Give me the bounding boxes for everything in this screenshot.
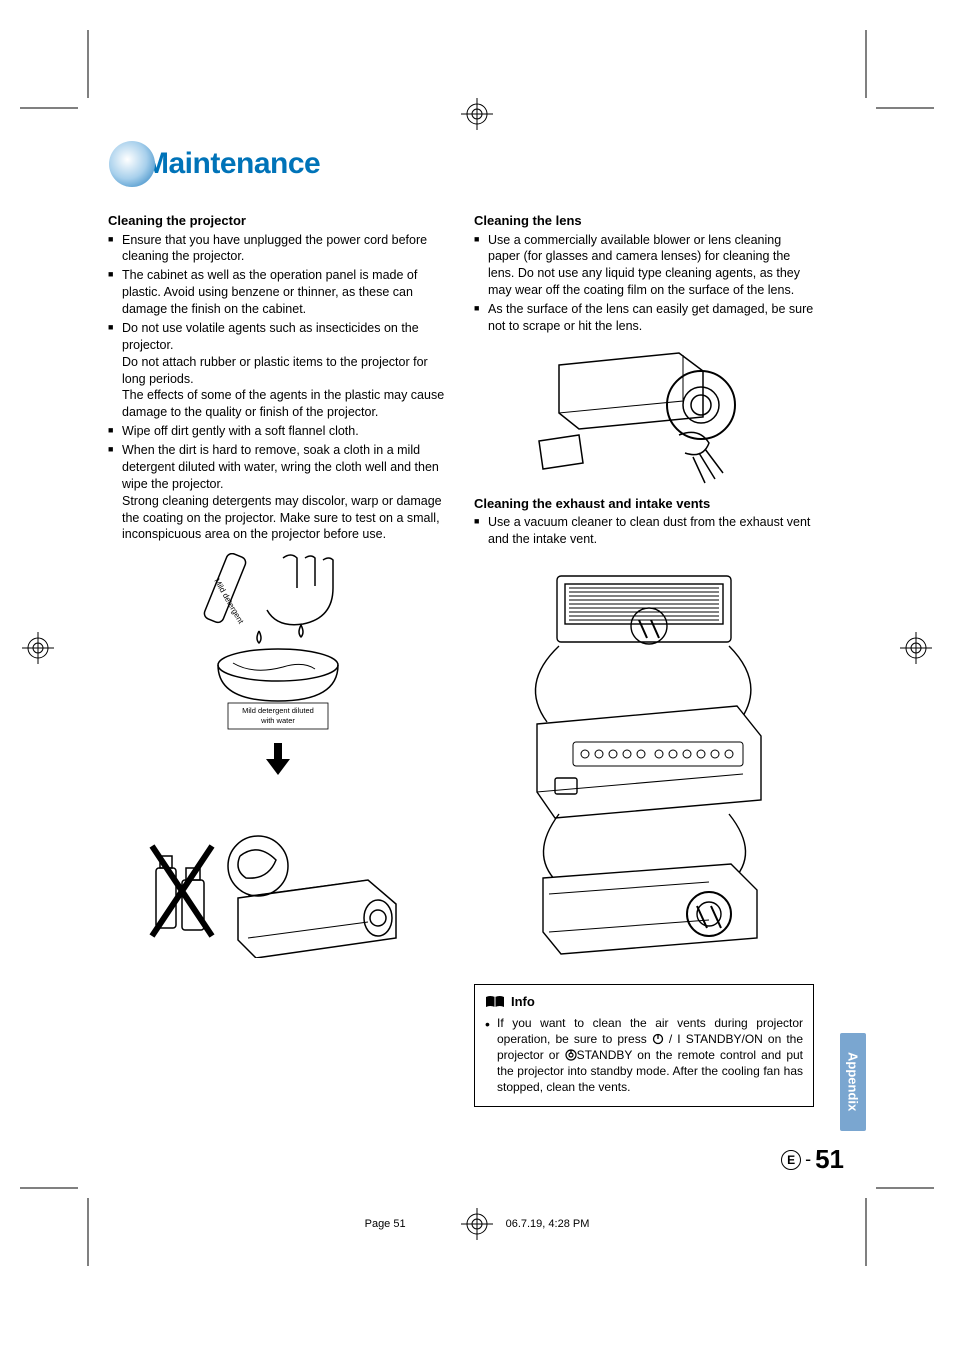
- bullet: The cabinet as well as the operation pan…: [108, 267, 448, 318]
- figure-nosolvent: [108, 798, 448, 958]
- bullet-sub: Do not attach rubber or plastic items to…: [122, 354, 448, 388]
- book-icon: [485, 995, 505, 1009]
- page-number: E - 51: [781, 1144, 844, 1175]
- figure-detergent: Mild detergent Mild detergent diluted wi…: [108, 553, 448, 733]
- info-box: Info If you want to clean the air vents …: [474, 984, 814, 1106]
- info-label: Info: [511, 993, 535, 1011]
- heading-projector: Cleaning the projector: [108, 212, 448, 230]
- standby-icon: [565, 1049, 577, 1061]
- bullet-text: When the dirt is hard to remove, soak a …: [122, 443, 439, 491]
- figure-caption: Mild detergent diluted: [242, 706, 314, 715]
- page-letter: E: [781, 1150, 801, 1170]
- label-tube: Mild detergent: [212, 577, 246, 626]
- right-column: Cleaning the lens Use a commercially ava…: [474, 212, 814, 1107]
- power-icon: [652, 1033, 664, 1045]
- bullet: When the dirt is hard to remove, soak a …: [108, 442, 448, 543]
- bullet-sub: Strong cleaning detergents may discolor,…: [122, 493, 448, 544]
- heading-vents: Cleaning the exhaust and intake vents: [474, 495, 814, 513]
- bullet-text: Do not use volatile agents such as insec…: [122, 321, 419, 352]
- page-content: Maintenance Cleaning the projector Ensur…: [108, 140, 848, 1107]
- bullet: Use a vacuum cleaner to clean dust from …: [474, 514, 814, 548]
- bullet-sub: The effects of some of the agents in the…: [122, 387, 448, 421]
- bullet: Ensure that you have unplugged the power…: [108, 232, 448, 266]
- figure-caption: with water: [260, 716, 295, 725]
- page-num-value: 51: [815, 1144, 844, 1175]
- page-dash: -: [805, 1149, 811, 1170]
- side-tab-appendix: Appendix: [840, 1033, 866, 1131]
- title-circle-icon: [108, 140, 156, 188]
- left-column: Cleaning the projector Ensure that you h…: [108, 212, 448, 1107]
- title-block: Maintenance: [108, 140, 848, 188]
- arrow-down-icon: [108, 743, 448, 788]
- footer: Page 51 06.7.19, 4:28 PM: [0, 1218, 954, 1230]
- page-title: Maintenance: [144, 147, 320, 181]
- figure-vents: [474, 564, 814, 964]
- bullet: Do not use volatile agents such as insec…: [108, 320, 448, 421]
- footer-left: Page 51: [365, 1218, 406, 1230]
- footer-right: 06.7.19, 4:28 PM: [506, 1218, 590, 1230]
- info-heading: Info: [485, 993, 803, 1011]
- bullet: Wipe off dirt gently with a soft flannel…: [108, 423, 448, 440]
- heading-lens: Cleaning the lens: [474, 212, 814, 230]
- figure-lens: [474, 345, 814, 485]
- bullet: As the surface of the lens can easily ge…: [474, 301, 814, 335]
- info-text: If you want to clean the air vents durin…: [485, 1015, 803, 1096]
- bullet: Use a commercially available blower or l…: [474, 232, 814, 300]
